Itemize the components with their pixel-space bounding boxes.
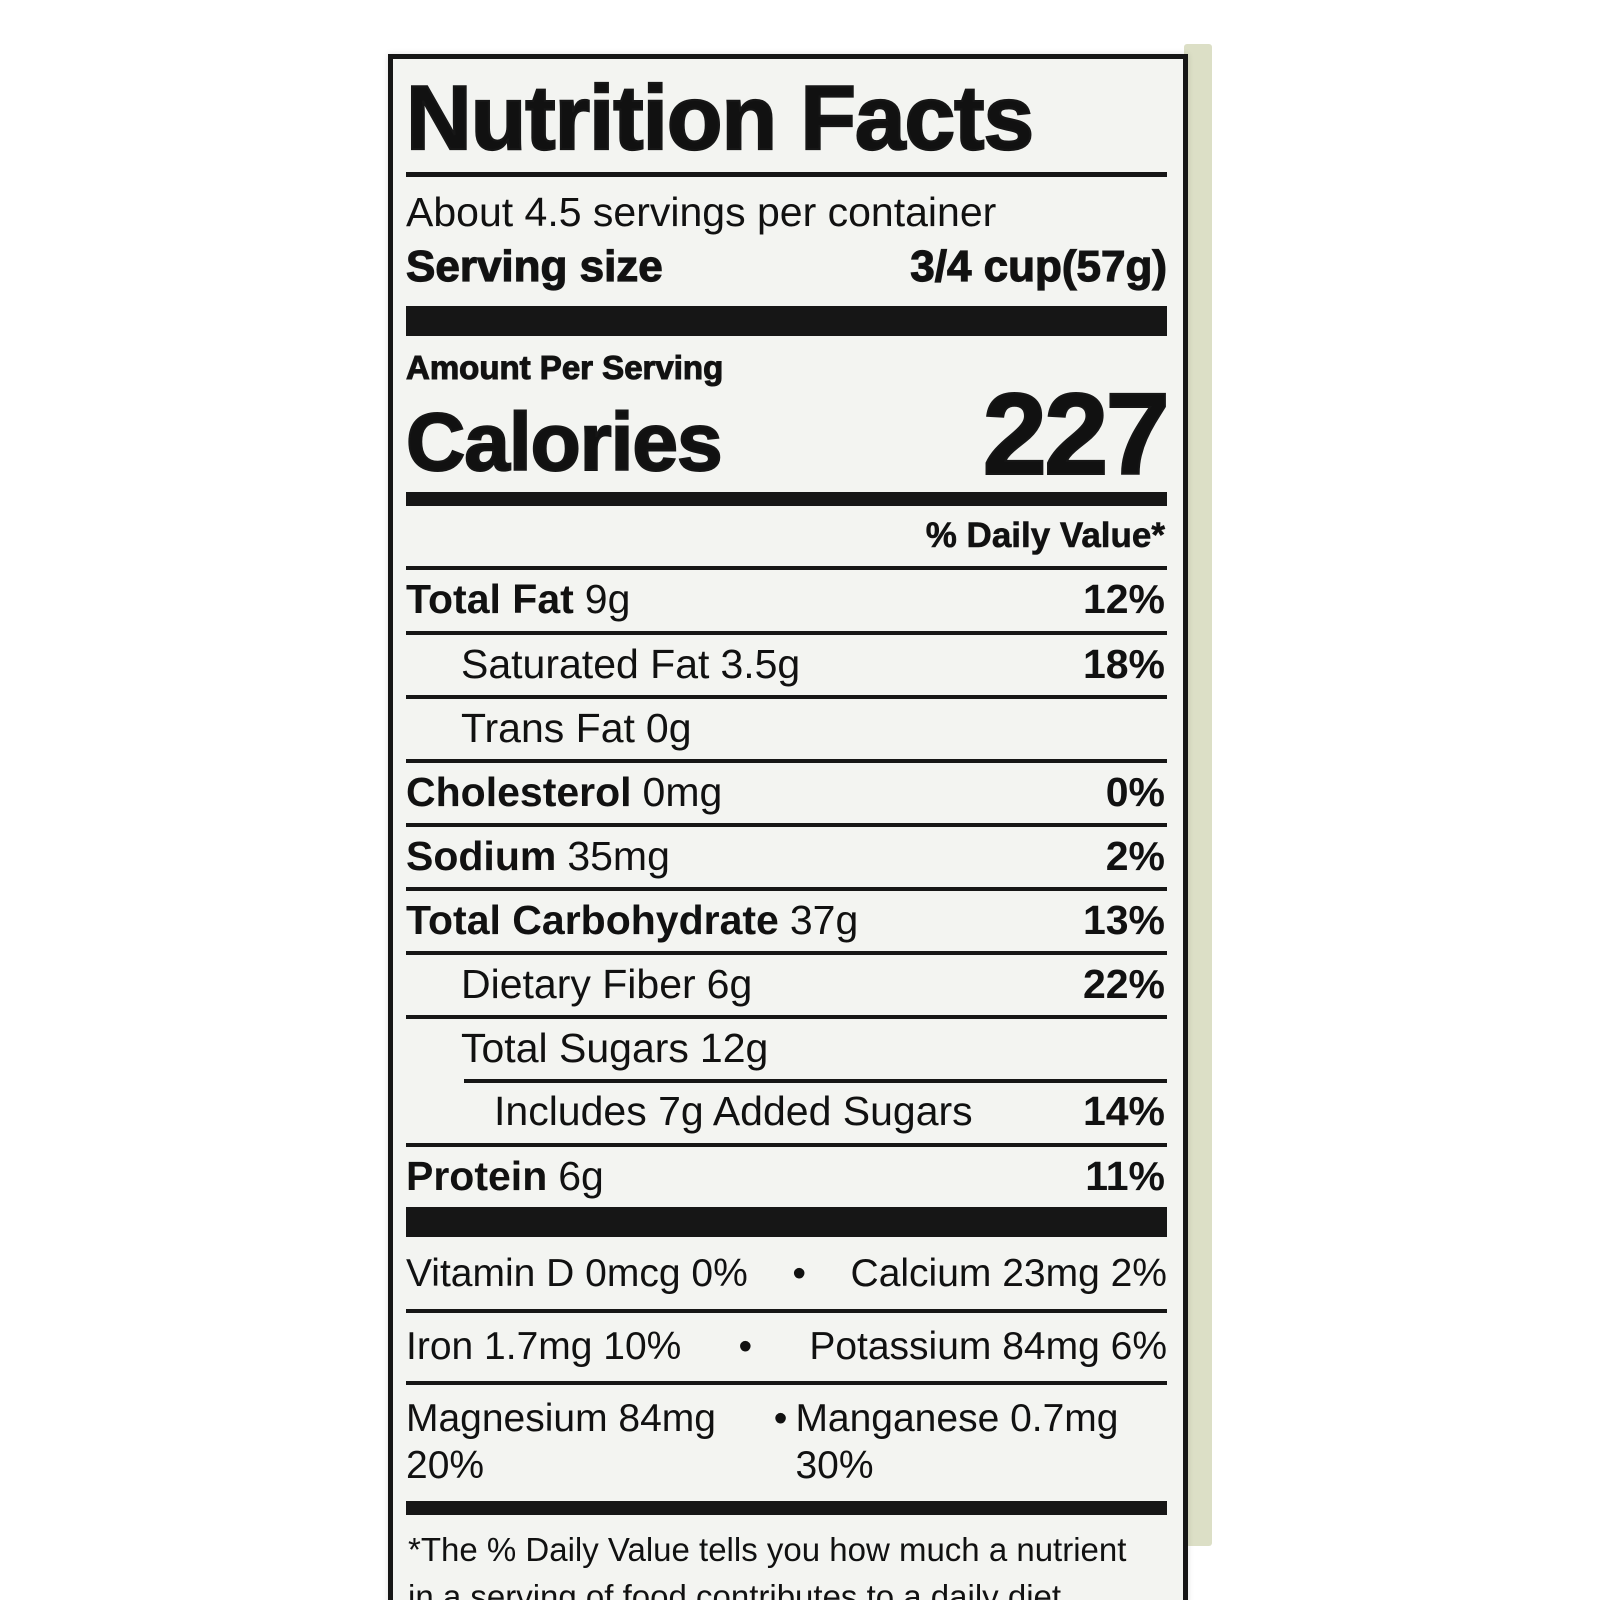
micronutrient-row-1: Vitamin D 0mcg 0% • Calcium 23mg 2% xyxy=(406,1237,1167,1309)
nutrient-dv: 18% xyxy=(1082,640,1165,687)
nutrient-dv: 22% xyxy=(1082,961,1165,1008)
nutrient-row-sodium: Sodium 35mg 2% xyxy=(406,822,1167,887)
nutrient-name: Total Sugars xyxy=(461,1025,689,1072)
nutrient-row-dietary-fiber: Dietary Fiber 6g 22% xyxy=(406,951,1167,1015)
nutrition-facts-label: Nutrition Facts About 4.5 servings per c… xyxy=(388,54,1188,1600)
nutrient-dv: 12% xyxy=(1082,576,1165,623)
amount-per-serving: Amount Per Serving xyxy=(405,349,724,387)
calories-value: 227 xyxy=(981,369,1171,500)
bullet-separator: • xyxy=(738,1324,753,1368)
nutrient-amount: 0g xyxy=(645,704,692,751)
nutrient-name: Trans Fat xyxy=(461,704,635,751)
calories-label: Calories xyxy=(405,397,724,489)
nutrient-row-total-sugars: Total Sugars 12g xyxy=(406,1015,1167,1079)
bullet-separator: • xyxy=(792,1251,806,1295)
bullet-separator: • xyxy=(773,1397,788,1441)
servings-per-container: About 4.5 servings per container xyxy=(406,189,997,235)
micronutrient-left: Iron 1.7mg 10% xyxy=(406,1324,682,1368)
nutrient-name: Includes 7g Added Sugars xyxy=(494,1088,973,1135)
nutrient-name: Saturated Fat xyxy=(461,640,710,687)
serving-size-row: Serving size 3/4 cup(57g) xyxy=(405,242,1168,292)
nutrient-name: Cholesterol xyxy=(406,768,632,815)
micronutrient-row-2: Iron 1.7mg 10% • Potassium 84mg 6% xyxy=(406,1308,1167,1382)
nutrient-amount: 3.5g xyxy=(720,640,801,687)
micronutrient-right: Manganese 0.7mg 30% xyxy=(795,1397,1119,1488)
calories-row: Calories 227 xyxy=(405,369,1171,500)
label-title: Nutrition Facts xyxy=(405,68,1035,169)
nutrient-dv: 14% xyxy=(1082,1088,1165,1135)
nutrient-amount: 12g xyxy=(699,1025,769,1072)
nutrient-row-protein: Protein 6g 11% xyxy=(406,1142,1167,1207)
nutrient-row-cholesterol: Cholesterol 0mg 0% xyxy=(406,758,1167,823)
separator-bar-thick-bottom xyxy=(406,1206,1167,1237)
nutrient-name: Total Carbohydrate xyxy=(406,897,779,944)
serving-size-label: Serving size xyxy=(405,242,663,292)
nutrient-dv: 2% xyxy=(1105,832,1165,879)
nutrient-row-trans-fat: Trans Fat 0g xyxy=(406,694,1167,759)
footnote: *The % Daily Value tells you how much a … xyxy=(408,1530,1127,1600)
nutrient-amount: 0mg xyxy=(642,768,723,815)
nutrient-amount: 37g xyxy=(789,897,859,944)
nutrient-row-added-sugars: Includes 7g Added Sugars 14% xyxy=(406,1079,1167,1142)
nutrient-amount: 35mg xyxy=(567,832,670,879)
micronutrient-right: Potassium 84mg 6% xyxy=(809,1324,1167,1368)
nutrient-dv: 11% xyxy=(1085,1152,1165,1199)
nutrient-name: Sodium xyxy=(406,832,557,879)
nutrient-row-total-fat: Total Fat 9g 12% xyxy=(406,566,1167,630)
nutrient-row-total-carbohydrate: Total Carbohydrate 37g 13% xyxy=(406,887,1167,951)
serving-size-value: 3/4 cup(57g) xyxy=(910,242,1168,292)
micronutrient-left: Magnesium 84mg 20% xyxy=(406,1397,716,1488)
separator-bar-medium-top xyxy=(406,492,1167,507)
nutrient-amount: 9g xyxy=(584,576,631,623)
micronutrient-left: Vitamin D 0mcg 0% xyxy=(406,1251,748,1295)
nutrient-name: Protein xyxy=(406,1152,548,1199)
nutrient-amount: 6g xyxy=(558,1152,604,1199)
nutrient-name: Dietary Fiber xyxy=(461,961,696,1008)
nutrient-row-saturated-fat: Saturated Fat 3.5g 18% xyxy=(406,630,1167,695)
nutrient-dv: 0% xyxy=(1105,768,1165,815)
package-edge-strip xyxy=(1184,44,1212,1546)
separator-bar-medium-bottom xyxy=(406,1500,1167,1515)
micronutrient-right: Calcium 23mg 2% xyxy=(850,1251,1167,1295)
title-rule xyxy=(406,172,1167,177)
micronutrient-row-3: Magnesium 84mg 20% • Manganese 0.7mg 30% xyxy=(406,1381,1167,1501)
daily-value-header: % Daily Value* xyxy=(925,516,1165,556)
separator-bar-thick-top xyxy=(406,306,1167,337)
nutrient-name: Total Fat xyxy=(406,576,574,623)
nutrient-amount: 6g xyxy=(706,961,753,1008)
nutrient-dv: 13% xyxy=(1082,897,1165,944)
